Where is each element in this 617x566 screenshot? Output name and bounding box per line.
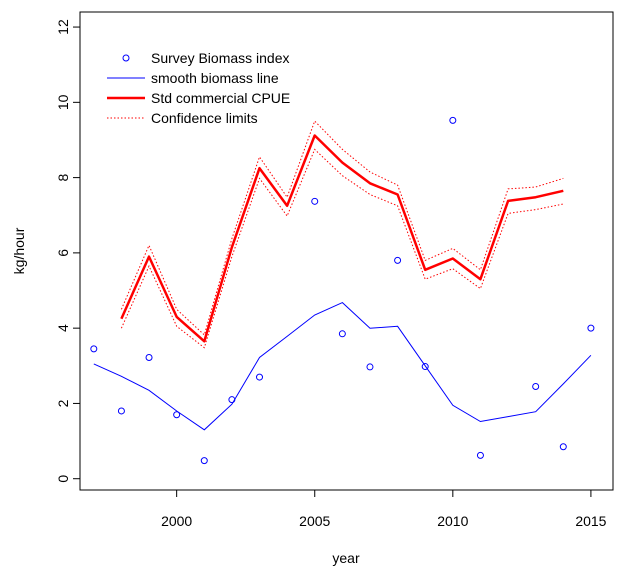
y-tick-label: 2 — [55, 399, 71, 407]
smooth-biomass-line — [93, 302, 592, 431]
y-axis-title: kg/hour — [11, 227, 27, 274]
survey-point — [256, 373, 264, 381]
survey-point — [338, 330, 346, 338]
legend-label: smooth biomass line — [151, 70, 279, 86]
survey-point — [311, 197, 319, 205]
survey-point — [394, 256, 402, 264]
survey-point — [366, 363, 374, 371]
survey-point — [421, 363, 429, 371]
legend: Survey Biomass index smooth biomass line S… — [107, 50, 290, 126]
legend-label: Std commercial CPUE — [151, 90, 290, 106]
confidence-upper-line — [120, 120, 564, 336]
survey-point — [228, 396, 236, 404]
y-tick-label: 6 — [55, 249, 71, 257]
cpue-line — [120, 134, 564, 343]
y-tick-label: 0 — [55, 475, 71, 483]
y-tick-label: 12 — [55, 19, 71, 35]
x-axis: 2000 2005 2010 2015 — [161, 490, 607, 529]
survey-point — [200, 457, 208, 465]
x-tick-label: 2010 — [437, 513, 468, 529]
legend-label: Survey Biomass index — [151, 50, 290, 66]
y-tick-label: 8 — [55, 174, 71, 182]
x-tick-label: 2000 — [161, 513, 192, 529]
y-axis: 0 2 4 6 8 10 12 — [55, 19, 80, 483]
survey-point — [587, 324, 595, 332]
x-axis-title: year — [332, 550, 360, 566]
survey-point — [559, 443, 567, 451]
legend-point-symbol — [122, 54, 130, 62]
survey-point — [145, 354, 153, 362]
survey-point — [532, 382, 540, 390]
x-tick-label: 2015 — [575, 513, 606, 529]
x-tick-label: 2005 — [299, 513, 330, 529]
survey-point — [173, 411, 181, 419]
survey-point — [117, 407, 125, 415]
survey-point — [449, 116, 457, 124]
survey-point — [476, 451, 484, 459]
chart-marks — [90, 116, 595, 465]
y-tick-label: 4 — [55, 324, 71, 332]
confidence-lower-line — [120, 148, 564, 349]
y-tick-label: 10 — [55, 94, 71, 110]
plot-frame — [79, 11, 614, 491]
legend-label: Confidence limits — [151, 110, 258, 126]
survey-point — [90, 345, 98, 353]
